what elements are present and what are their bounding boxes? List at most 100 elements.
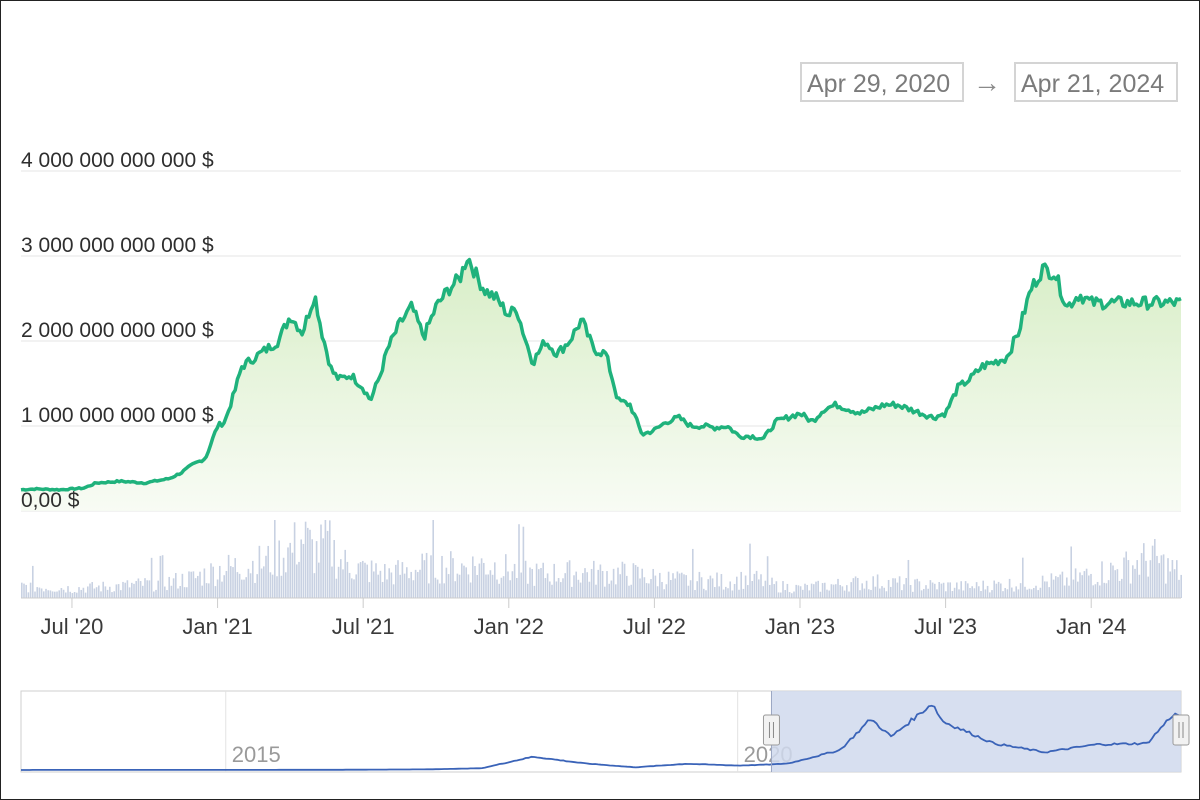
volume-bar [850,582,852,598]
volume-bar [595,584,597,598]
volume-bar [1052,579,1055,598]
volume-bar [696,581,698,598]
volume-bar [1112,565,1114,598]
volume-bar [832,584,835,598]
y-tick-label: 3 000 000 000 000 $ [21,234,214,257]
navigator-right-handle[interactable] [1172,714,1190,746]
volume-bar [436,579,439,598]
volume-bar [1085,568,1088,598]
volume-bar [1107,580,1110,598]
volume-bar [579,582,582,598]
volume-bar [685,575,687,598]
volume-bar [82,587,85,598]
volume-bar [531,568,533,598]
volume-bar [164,586,166,598]
volume-bar [958,589,960,598]
volume-bar [588,581,591,598]
volume-bar [313,573,316,598]
volume-bar [802,589,804,598]
volume-bar [1101,561,1103,598]
volume-bar [1070,546,1072,598]
volume-bar [1057,577,1059,598]
volume-bar [399,574,401,598]
volume-bar [122,581,124,598]
volume-bar [553,563,555,598]
navigator-left-handle[interactable] [762,714,780,746]
navigator[interactable]: 2015 2020 [20,690,1190,773]
volume-bar [1072,579,1075,598]
volume-bar [49,590,52,598]
volume-bar [1156,555,1158,598]
volume-bar [582,573,584,598]
volume-bar [698,571,701,598]
volume-bar [1002,591,1004,598]
volume-bar [271,574,274,598]
volume-bar [465,567,467,598]
to-date-input[interactable]: Apr 21, 2024 [1014,62,1178,102]
volume-bar [170,585,173,598]
volume-bar [208,583,210,598]
volume-bar [687,585,690,598]
volume-bar [1004,587,1006,598]
volume-bar [179,586,181,598]
volume-bar [507,571,509,598]
volume-bar [788,592,791,598]
volume-bar [111,592,113,598]
volume-bar [491,574,494,598]
volume-bar [340,559,342,598]
volume-bar [857,577,859,598]
volume-bar [201,585,203,598]
from-date-input[interactable]: Apr 29, 2020 [800,62,964,102]
x-tick-label: Jan '23 [765,614,835,639]
volume-bar [155,589,157,598]
volume-bar [707,579,709,598]
volume-bar [1099,585,1101,598]
volume-bar [681,572,683,598]
volume-bar [249,573,252,598]
volume-bar [771,577,773,598]
volume-bar [329,520,331,598]
volume-bar [238,573,241,598]
volume-bar [480,558,483,598]
volume-bar [964,581,967,598]
volume-bar [78,587,80,598]
volume-bar [188,571,190,598]
volume-bar [758,579,760,598]
volume-bar [51,591,54,598]
volume-bar [1035,585,1037,598]
volume-bar [467,574,470,598]
volume-bar [67,586,69,598]
volume-bar [557,578,560,598]
volume-bar [425,552,428,598]
volume-bar [969,587,971,598]
volume-bar [628,585,630,598]
volume-bars [21,520,1182,598]
volume-bar [938,582,940,598]
volume-bar [731,590,734,598]
volume-bar [1011,587,1013,598]
volume-bar [815,581,817,598]
volume-bar [142,585,144,598]
volume-bar [516,578,518,598]
volume-bar [417,572,419,598]
volume-bar [223,575,225,598]
volume-bar [648,583,650,598]
volume-bar [925,585,927,598]
volume-bar [956,582,958,598]
volume-bar [485,574,487,598]
volume-bar [634,565,637,598]
volume-bar [703,588,705,598]
volume-bar [623,563,626,598]
volume-bar [989,592,991,598]
volume-bar [280,575,283,598]
volume-bar [1044,581,1046,598]
x-tick-label: Jan '21 [182,614,252,639]
volume-bar [659,572,661,598]
volume-bar [694,589,696,598]
volume-bar [511,571,514,598]
volume-bar [177,588,179,598]
volume-bar [128,587,131,598]
volume-bar [153,591,155,598]
volume-bar [395,564,397,598]
volume-bar [87,586,89,598]
